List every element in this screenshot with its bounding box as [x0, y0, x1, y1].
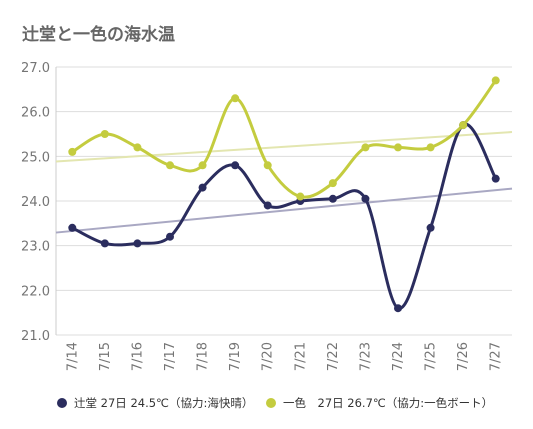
- data-point-tsujido[interactable]: [426, 223, 435, 232]
- x-tick-label: 7/16: [130, 342, 145, 371]
- data-point-tsujido[interactable]: [394, 304, 402, 313]
- data-point-tsujido[interactable]: [263, 201, 272, 210]
- data-point-isshiki[interactable]: [361, 143, 370, 152]
- legend: 辻堂 27日 24.5℃（協力:海快晴） 一色 27日 26.7℃（協力:一色ボ…: [57, 396, 493, 410]
- trend-lines: [55, 131, 513, 234]
- series-lines: [71, 79, 498, 310]
- data-point-isshiki[interactable]: [296, 192, 305, 201]
- series-points: [68, 76, 500, 313]
- data-point-isshiki[interactable]: [133, 143, 142, 152]
- y-tick-label: 21.0: [21, 329, 50, 344]
- series-line-tsujido: [71, 122, 498, 310]
- data-point-isshiki[interactable]: [328, 179, 337, 188]
- chart-title: 辻堂と一色の海水温: [22, 24, 175, 45]
- data-point-tsujido[interactable]: [198, 183, 207, 192]
- x-tick-label: 7/21: [293, 342, 308, 371]
- data-point-tsujido[interactable]: [100, 239, 109, 248]
- x-tick-label: 7/27: [489, 342, 504, 371]
- data-point-isshiki[interactable]: [100, 130, 109, 138]
- data-point-isshiki[interactable]: [491, 76, 500, 85]
- x-tick-label: 7/23: [358, 342, 373, 371]
- legend-label-tsujido[interactable]: 辻堂 27日 24.5℃（協力:海快晴）: [74, 396, 253, 410]
- legend-label-isshiki[interactable]: 一色 27日 26.7℃（協力:一色ボート）: [283, 396, 493, 410]
- data-point-isshiki[interactable]: [426, 143, 435, 152]
- data-point-tsujido[interactable]: [231, 161, 240, 170]
- x-tick-label: 7/20: [261, 342, 276, 371]
- data-point-tsujido[interactable]: [133, 239, 142, 248]
- data-point-tsujido[interactable]: [328, 194, 337, 203]
- legend-marker-isshiki[interactable]: [266, 398, 276, 408]
- y-axis-ticks: 27.0 26.0 25.0 24.0 23.0 22.0 21.0: [21, 61, 50, 344]
- data-point-isshiki[interactable]: [394, 143, 402, 152]
- data-point-isshiki[interactable]: [198, 161, 207, 170]
- y-tick-label: 22.0: [21, 284, 50, 299]
- data-point-tsujido[interactable]: [491, 174, 500, 183]
- y-tick-label: 25.0: [21, 150, 50, 165]
- x-tick-label: 7/17: [163, 342, 178, 371]
- legend-marker-tsujido[interactable]: [57, 398, 67, 408]
- data-point-isshiki[interactable]: [68, 147, 77, 156]
- data-point-tsujido[interactable]: [166, 232, 174, 241]
- data-point-isshiki[interactable]: [263, 161, 272, 170]
- y-tick-label: 23.0: [21, 240, 50, 255]
- y-tick-label: 27.0: [21, 61, 50, 76]
- x-tick-label: 7/14: [65, 342, 80, 371]
- data-point-isshiki[interactable]: [231, 94, 240, 103]
- series-line-isshiki: [71, 79, 497, 199]
- x-tick-label: 7/22: [326, 342, 341, 371]
- x-tick-label: 7/19: [228, 342, 243, 371]
- data-point-isshiki[interactable]: [459, 121, 468, 130]
- x-tick-label: 7/24: [391, 342, 406, 371]
- x-tick-label: 7/26: [456, 342, 471, 371]
- y-tick-label: 24.0: [21, 195, 50, 210]
- x-tick-label: 7/15: [98, 342, 113, 371]
- grid: [55, 66, 512, 336]
- data-point-tsujido[interactable]: [361, 194, 370, 203]
- data-point-tsujido[interactable]: [68, 223, 77, 232]
- trend-line-isshiki: [55, 131, 513, 163]
- data-point-isshiki[interactable]: [166, 161, 174, 170]
- x-tick-label: 7/18: [196, 342, 211, 371]
- x-tick-label: 7/25: [424, 342, 439, 371]
- trend-line-tsujido: [55, 187, 513, 234]
- y-tick-label: 26.0: [21, 106, 50, 121]
- x-axis-ticks: 7/14 7/15 7/16 7/17 7/18 7/19 7/20 7/21 7/22 7/23…: [65, 342, 503, 371]
